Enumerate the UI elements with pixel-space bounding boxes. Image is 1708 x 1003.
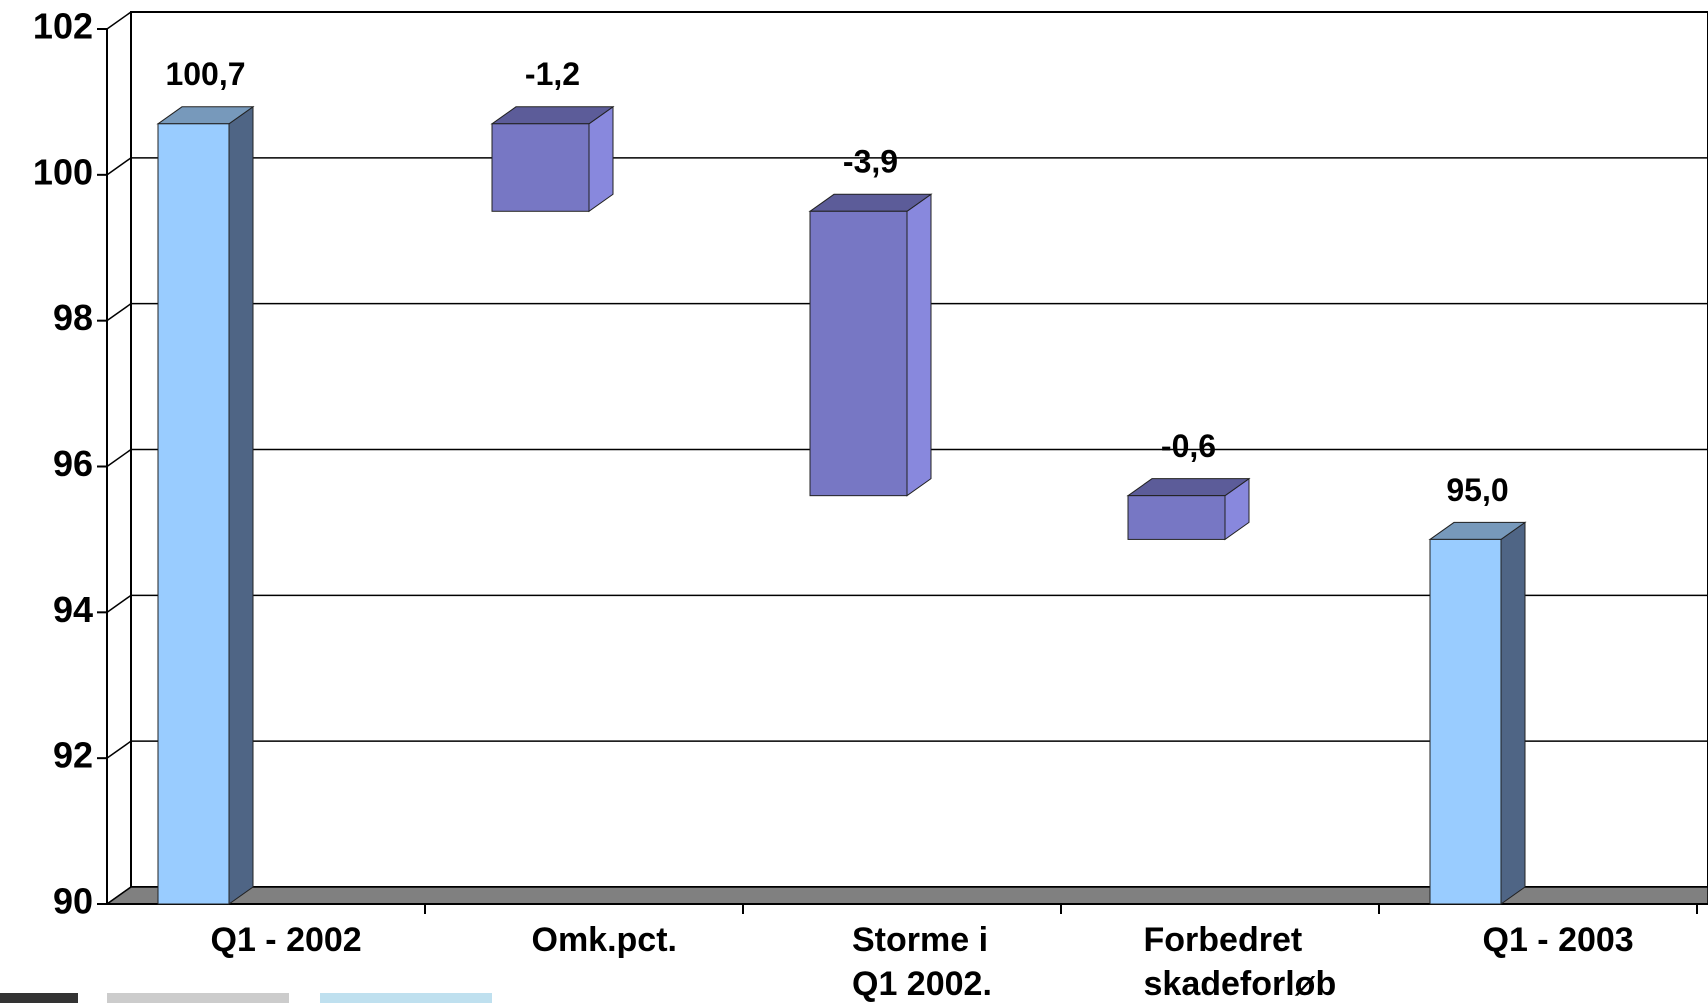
x-tick-label: Omk.pct. [531,921,677,959]
thumbnail [0,993,78,1003]
x-tick-label: Q1 - 2002 [210,921,362,959]
x-tick-label: Storme i Q1 2002. [852,921,992,1003]
bar-side [228,105,254,905]
value-label: 95,0 [1446,472,1508,508]
bar-side [588,105,614,213]
y-tick-label: 94 [53,589,93,630]
tick-connector [106,594,132,613]
tick-connector [106,448,132,468]
tick-connector [106,303,132,322]
y-tick-label: 102 [33,6,93,47]
bar-side [906,193,932,497]
value-label: -3,9 [843,144,898,180]
tick-connector [106,11,132,30]
x-tick-label: Forbedret skadeforløb [1143,921,1337,1003]
thumbnail [107,993,289,1003]
value-label: -1,2 [525,56,580,92]
y-tick-label: 98 [53,297,93,338]
y-tick-label: 96 [53,443,93,484]
bar [1429,538,1502,905]
bar [809,210,908,497]
bar [491,123,590,212]
y-tick-label: 100 [33,151,93,192]
x-tick-label: Q1 - 2003 [1482,921,1634,959]
value-label: 100,7 [165,56,245,92]
bar [1127,495,1226,540]
bar [157,123,230,905]
tick-connector [106,157,132,176]
y-tick-label: 92 [53,735,93,776]
y-tick-label: 90 [53,881,93,922]
bar-side [1500,521,1526,905]
thumbnail [320,993,492,1003]
value-label: -0,6 [1161,428,1216,464]
tick-connector [106,740,132,759]
